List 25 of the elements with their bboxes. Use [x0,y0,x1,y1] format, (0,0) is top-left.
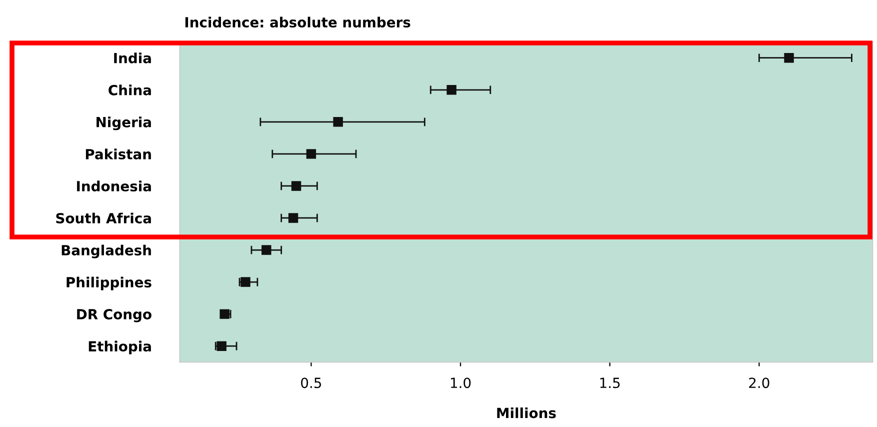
point [784,52,794,63]
x-tick-label: 1.5 [600,378,620,388]
point [240,277,250,287]
y-tick-label: India [114,52,151,64]
y-tick-label: Pakistan [86,148,151,160]
y-tick-label: Nigeria [96,116,151,130]
x-tick-label: 1.0 [450,378,471,388]
y-tick-label: South Africa [56,212,151,224]
point [446,85,456,95]
chart-title: Incidence: absolute numbers [185,16,410,28]
point [262,245,272,255]
y-tick-label: DR Congo [77,308,152,322]
point [216,341,226,351]
x-tick-label: 2.0 [749,378,770,388]
y-tick-label: Bangladesh [62,244,151,258]
x-tick-label: 0.5 [301,378,322,388]
y-tick-label: Ethiopia [88,340,151,354]
x-axis-title: Millions [497,407,556,418]
point [288,213,298,223]
point [333,117,343,127]
point [291,181,302,191]
y-tick-label: Philippines [66,276,152,290]
y-tick-label: China [108,84,151,96]
y-tick-label: Indonesia [77,180,151,192]
point [306,149,316,159]
